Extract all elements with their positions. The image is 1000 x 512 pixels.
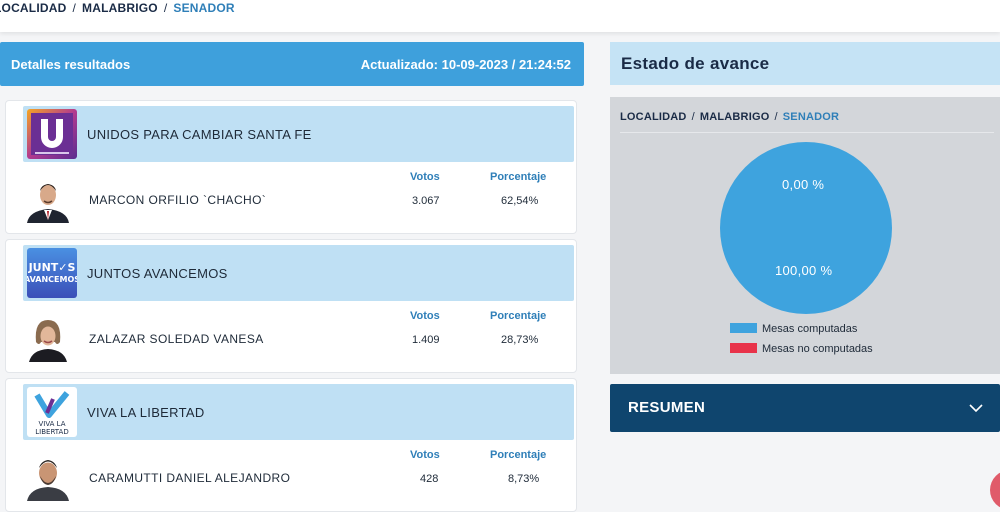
party-name: UNIDOS PARA CAMBIAR SANTA FE [87,127,312,142]
chevron-down-icon[interactable] [968,400,984,416]
pie-label-computadas: 100,00 % [775,263,833,278]
legend-label-no-computadas: Mesas no computadas [762,343,873,355]
party-name: VIVA LA LIBERTAD [87,405,205,420]
votes-header: Votos [410,310,440,322]
breadcrumb: LOCALIDAD / MALABRIGO / SENADOR [0,1,235,15]
pie-label-no-computadas: 0,00 % [782,177,825,192]
panel-divider [620,132,994,133]
viva-la-libertad-logo-icon: VIVA LA LIBERTAD [27,387,77,437]
breadcrumb-localidad[interactable]: LOCALIDAD [0,1,67,15]
updated-timestamp: Actualizado: 10-09-2023 / 21:24:52 [360,57,571,72]
resumen-accordion[interactable]: RESUMEN [610,384,1000,432]
svg-text:VIVA LA: VIVA LA [38,420,65,428]
percent-header: Porcentaje [490,310,547,322]
candidate-name: CARAMUTTI DANIEL ALEJANDRO [89,471,291,485]
panel-breadcrumb-current: SENADOR [782,111,840,123]
svg-text:LIBERTAD: LIBERTAD [35,428,68,436]
estado-panel: LOCALIDAD / MALABRIGO / SENADOR 0,00 % 100,0… [610,97,1000,374]
party-name: JUNTOS AVANCEMOS [87,266,228,281]
percent-value: 28,73% [501,334,539,346]
votes-header: Votos [410,171,440,183]
resumen-title: RESUMEN [628,399,706,416]
legend-item-computadas: Mesas computadas [730,323,857,335]
percent-value: 8,73% [508,473,540,485]
pie-slice-mesas-computadas[interactable] [720,142,892,314]
panel-breadcrumb-localidad[interactable]: LOCALIDAD [620,111,687,123]
svg-text:JUNT✓S: JUNT✓S [28,261,76,274]
candidate-name: MARCON ORFILIO `CHACHO` [89,193,267,207]
party-row: JUNT✓S AVANCEMOS JUNTOS AVANCEMOS [23,245,574,301]
legend-label-computadas: Mesas computadas [762,323,858,335]
votes-header: Votos [410,449,440,461]
party-row: UNIDOS PARA CAMBIAR SANTA FE [23,106,574,162]
result-card: UNIDOS PARA CAMBIAR SANTA FE MARCON ORFI… [5,100,577,234]
legend-swatch-no-computadas [730,343,757,353]
candidate-avatar [23,312,73,362]
party-row: VIVA LA LIBERTAD VIVA LA LIBERTAD [23,384,574,440]
results-list: UNIDOS PARA CAMBIAR SANTA FE MARCON ORFI… [0,86,584,512]
candidate-avatar [23,451,73,501]
progress-pie-chart [720,142,892,314]
candidate-avatar [23,173,73,223]
panel-breadcrumb: LOCALIDAD / MALABRIGO / SENADOR [620,111,840,123]
panel-breadcrumb-malabrigo[interactable]: MALABRIGO [699,111,770,123]
details-title: Detalles resultados [11,57,131,72]
breadcrumb-current: SENADOR [173,1,235,15]
legend-swatch-computadas [730,323,757,333]
top-bar: LOCALIDAD / MALABRIGO / SENADOR [0,0,1000,32]
estado-title: Estado de avance [621,54,770,73]
estado-header: Estado de avance [610,42,1000,85]
percent-value: 62,54% [501,195,539,207]
legend-item-no-computadas: Mesas no computadas [730,343,873,355]
votes-value: 428 [420,473,439,485]
votes-value: 1.409 [412,334,440,346]
result-card: VIVA LA LIBERTAD VIVA LA LIBERTAD CARAMU… [5,378,577,512]
svg-text:AVANCEMOS: AVANCEMOS [27,275,77,284]
juntos-avancemos-logo-icon: JUNT✓S AVANCEMOS [27,248,77,298]
percent-header: Porcentaje [490,449,547,461]
percent-header: Porcentaje [490,171,547,183]
breadcrumb-malabrigo[interactable]: MALABRIGO [82,1,158,15]
votes-value: 3.067 [412,195,440,207]
unidos-logo-icon [27,109,77,159]
result-card: JUNT✓S AVANCEMOS JUNTOS AVANCEMOS ZALAZA… [5,239,577,373]
details-header: Detalles resultados Actualizado: 10-09-2… [0,42,584,86]
floating-action-button[interactable] [990,470,1000,510]
candidate-name: ZALAZAR SOLEDAD VANESA [89,332,264,346]
